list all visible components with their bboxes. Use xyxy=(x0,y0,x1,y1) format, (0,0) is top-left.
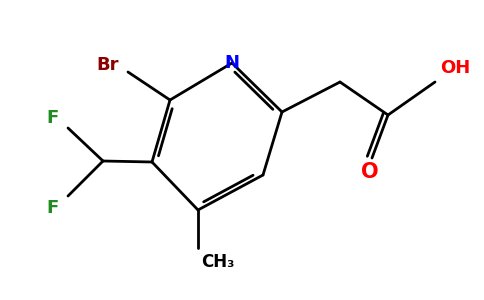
Text: Br: Br xyxy=(97,56,119,74)
Text: O: O xyxy=(361,162,379,182)
Text: F: F xyxy=(46,199,58,217)
Text: CH₃: CH₃ xyxy=(201,253,235,271)
Text: N: N xyxy=(225,54,240,72)
Text: OH: OH xyxy=(440,59,470,77)
Text: F: F xyxy=(46,109,58,127)
